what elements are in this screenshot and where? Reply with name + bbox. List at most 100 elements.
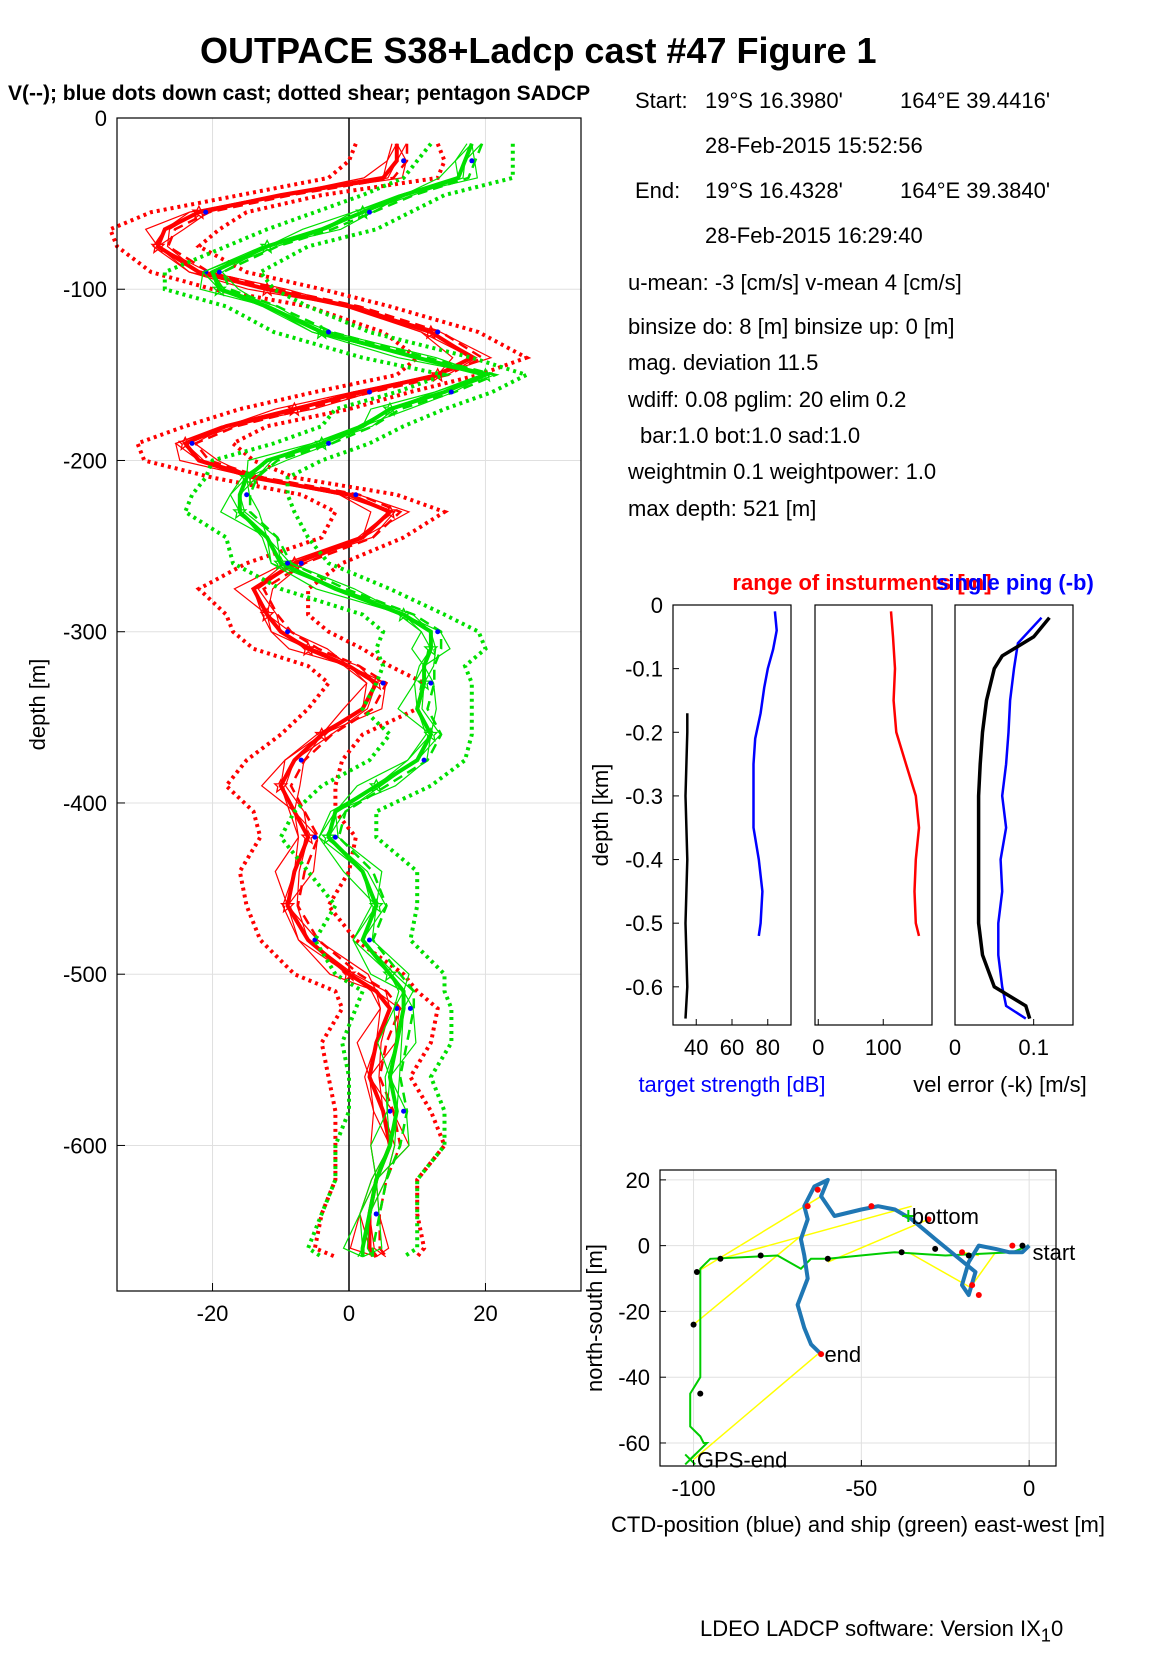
v-sadcp-marker [211, 281, 227, 297]
v-downcast-dot [401, 1108, 407, 1114]
v-sadcp-marker [320, 829, 337, 845]
ctd-point [959, 1249, 966, 1256]
range-title: range of insturments [m] [732, 570, 991, 595]
u-downcast-dot [394, 1005, 400, 1011]
velocity_error-series-0 [997, 616, 1043, 1020]
u-downcast-dot [380, 680, 386, 686]
v-downcast-dot [285, 560, 291, 566]
u-sadcp-marker [300, 641, 316, 657]
ctd-point [818, 1351, 825, 1358]
end-label: end [824, 1342, 861, 1367]
velocity-error-axes: 0 0.1 single ping (-b) vel error (-k) [m/s] [913, 570, 1094, 1097]
y-tick-label: -0.1 [625, 657, 663, 682]
y-tick-label: 20 [626, 1168, 650, 1193]
single-ping-title: single ping (-b) [936, 570, 1094, 595]
v-ensemble-0 [199, 143, 488, 1258]
start-label: Start: [635, 88, 688, 113]
u-downcast-dot [203, 209, 209, 215]
x-tick-label: 0 [949, 1035, 961, 1060]
y-tick-label: -200 [63, 448, 107, 473]
u-shear-left [107, 142, 421, 1259]
software-version-tail: 0 [1050, 1616, 1064, 1641]
ship-point [690, 1321, 697, 1328]
y-tick-label: 0 [638, 1234, 650, 1259]
v-ensemble-1 [201, 143, 483, 1258]
u-sadcp-marker [341, 966, 357, 982]
y-tick-label: -0.3 [625, 784, 663, 809]
ctd-point [804, 1203, 811, 1210]
start-longitude: 164°E 39.4416' [900, 88, 1051, 113]
v-downcast-dot [216, 269, 222, 275]
figure-subtitle: V(--); blue dots down cast; dotted shear… [8, 82, 591, 105]
weights-info: bar:1.0 bot:1.0 sad:1.0 [640, 423, 861, 448]
v-dashed [221, 143, 500, 1257]
ctd-point [975, 1291, 982, 1298]
u-downcast-dot [285, 629, 291, 635]
u-sadcp-marker [280, 898, 296, 914]
v-shear-right [257, 143, 532, 1259]
v-shear-left [162, 142, 452, 1259]
u-sadcp-marker [150, 238, 166, 254]
u-sadcp-marker [286, 401, 302, 417]
instrument-range-axes: 0 100 range of insturments [m] [732, 570, 991, 1060]
u-downcast-dot [435, 329, 441, 335]
x-tick-label: -50 [845, 1476, 877, 1501]
v-sadcp-marker [423, 641, 439, 657]
start-time: 28-Feb-2015 15:52:56 [705, 133, 923, 158]
x-tick-label: 0 [343, 1301, 355, 1326]
v-sadcp-marker [382, 401, 398, 417]
target-strength-label: target strength [dB] [638, 1072, 825, 1097]
x-tick-label: 40 [684, 1035, 708, 1060]
software-version-sub: 1 [1040, 1624, 1051, 1646]
max-depth: max depth: 521 [m] [628, 496, 817, 521]
ship-point [697, 1390, 704, 1397]
v-downcast-dot [366, 209, 372, 215]
position-x-label: CTD-position (blue) and ship (green) eas… [611, 1512, 1105, 1537]
y-tick-label: -0.6 [625, 975, 663, 1000]
software-version: LDEO LADCP software: Version IX10 [700, 1616, 1063, 1646]
v-downcast-dot [373, 1211, 379, 1217]
v-sadcp-marker [232, 504, 248, 520]
y-axis-label: depth [km] [588, 764, 613, 867]
v-sadcp-marker [382, 966, 398, 982]
ctd-point [814, 1186, 821, 1193]
y-tick-label: -20 [618, 1299, 650, 1324]
y-tick-label: 0 [651, 593, 663, 618]
range_of_instruments-frame [814, 604, 933, 1026]
u-shear-right [195, 142, 532, 1259]
v-downcast-dot [428, 680, 434, 686]
y-tick-label: -0.5 [625, 911, 663, 936]
ctd-point [868, 1203, 875, 1210]
connector-line [971, 1251, 997, 1286]
v-profile [209, 142, 492, 1257]
ship-point [693, 1268, 700, 1275]
y-tick-label: -40 [618, 1365, 650, 1390]
y-axis-label: depth [m] [25, 659, 50, 751]
v-downcast-dot [332, 834, 338, 840]
u-sadcp-marker [177, 435, 193, 451]
v-sadcp-marker [368, 898, 384, 914]
x-tick-label: 0 [812, 1035, 824, 1060]
vel-error-label: vel error (-k) [m/s] [913, 1072, 1087, 1097]
v-ensemble-2 [211, 143, 498, 1258]
y-tick-label: -60 [618, 1431, 650, 1456]
connector-line [720, 1205, 912, 1260]
u-ensemble-3 [156, 143, 493, 1258]
u-downcast-dot [298, 757, 304, 763]
u-downcast-dot [387, 1108, 393, 1114]
figure-title: OUTPACE S38+Ladcp cast #47 Figure 1 [200, 30, 877, 71]
u-sadcp-marker [423, 324, 439, 340]
u-downcast-dot [298, 560, 304, 566]
bottom-marker [902, 1210, 915, 1223]
u-downcast-dot [401, 158, 407, 164]
wdiff-info: wdiff: 0.08 pglim: 20 elim 0.2 [628, 387, 907, 412]
ship-point [932, 1245, 939, 1252]
u-sadcp-marker [259, 607, 275, 623]
gps-end-label: GPS-end [697, 1447, 788, 1472]
ship-point [824, 1255, 831, 1262]
ship-point [898, 1249, 905, 1256]
mag-deviation: mag. deviation 11.5 [628, 350, 819, 375]
v-sadcp-marker [259, 238, 275, 254]
mean-velocities: u-mean: -3 [cm/s] v-mean 4 [cm/s] [628, 270, 962, 295]
connector-line [693, 1353, 819, 1460]
